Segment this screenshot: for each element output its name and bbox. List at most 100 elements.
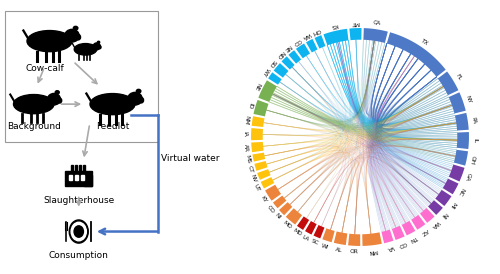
Text: IL: IL: [472, 138, 478, 143]
Text: MI: MI: [448, 200, 457, 209]
Text: MT: MT: [351, 20, 360, 25]
Text: Slaughterhouse: Slaughterhouse: [43, 196, 115, 205]
Polygon shape: [314, 225, 324, 238]
Polygon shape: [286, 208, 302, 225]
Text: NM: NM: [244, 115, 250, 125]
Text: MN: MN: [368, 248, 378, 254]
Text: CO: CO: [292, 37, 302, 46]
Text: WA: WA: [430, 219, 440, 229]
Polygon shape: [257, 169, 270, 180]
Polygon shape: [324, 29, 348, 45]
Ellipse shape: [14, 95, 54, 114]
Text: PA: PA: [470, 116, 476, 124]
Polygon shape: [443, 179, 458, 194]
Text: VA: VA: [386, 244, 394, 251]
Text: CO: CO: [266, 204, 276, 214]
Polygon shape: [251, 128, 263, 140]
Polygon shape: [254, 161, 268, 171]
Text: GA: GA: [464, 172, 471, 182]
Polygon shape: [258, 80, 277, 102]
Polygon shape: [314, 35, 326, 48]
Bar: [84, 164, 85, 170]
Text: NE: NE: [283, 43, 292, 53]
Text: Cow-calf: Cow-calf: [26, 64, 64, 73]
Text: IA: IA: [242, 131, 248, 137]
Ellipse shape: [65, 29, 79, 42]
Polygon shape: [288, 50, 301, 64]
Text: AZ: AZ: [420, 227, 430, 236]
Polygon shape: [306, 39, 318, 53]
Text: OH: OH: [469, 155, 476, 165]
Text: AL: AL: [334, 247, 342, 253]
Bar: [75, 175, 78, 180]
Polygon shape: [297, 216, 309, 230]
Text: NC: NC: [456, 187, 465, 197]
Polygon shape: [420, 208, 434, 223]
Polygon shape: [265, 185, 281, 201]
Ellipse shape: [48, 93, 60, 105]
Text: NI: NI: [274, 213, 281, 221]
Bar: [76, 164, 77, 170]
Ellipse shape: [128, 92, 142, 105]
Ellipse shape: [90, 93, 135, 115]
Text: ND: ND: [275, 50, 285, 59]
Ellipse shape: [74, 26, 78, 30]
Polygon shape: [428, 200, 443, 215]
Polygon shape: [273, 196, 286, 208]
Ellipse shape: [58, 98, 62, 103]
Polygon shape: [252, 153, 265, 162]
Text: SC: SC: [310, 239, 319, 246]
Text: WI: WI: [321, 243, 330, 250]
Polygon shape: [455, 113, 468, 130]
Polygon shape: [362, 232, 382, 246]
Polygon shape: [260, 177, 274, 189]
Ellipse shape: [76, 35, 80, 40]
Text: MO: MO: [282, 220, 292, 230]
Polygon shape: [268, 72, 281, 85]
Text: ID: ID: [246, 102, 253, 109]
Ellipse shape: [99, 46, 101, 49]
Bar: [81, 175, 84, 180]
Polygon shape: [334, 232, 347, 245]
Text: Virtual water: Virtual water: [161, 155, 220, 163]
Ellipse shape: [93, 43, 100, 50]
Text: OH: OH: [310, 27, 321, 35]
Polygon shape: [382, 230, 394, 243]
Polygon shape: [282, 56, 294, 70]
Ellipse shape: [27, 30, 72, 52]
Text: MS: MS: [244, 154, 250, 164]
Polygon shape: [436, 190, 452, 206]
Text: Consumption: Consumption: [49, 251, 108, 260]
Polygon shape: [392, 226, 404, 240]
Bar: [84, 175, 92, 186]
Text: TN: TN: [409, 234, 418, 242]
Text: CA: CA: [372, 20, 381, 27]
Text: WY: WY: [260, 67, 270, 77]
Text: Feedlot: Feedlot: [96, 122, 129, 131]
Polygon shape: [348, 234, 360, 246]
Text: FL: FL: [454, 73, 462, 82]
Polygon shape: [254, 100, 268, 116]
Polygon shape: [454, 150, 468, 165]
Text: SD: SD: [268, 58, 277, 68]
Circle shape: [71, 222, 86, 241]
Text: KY: KY: [259, 195, 268, 203]
Text: AR: AR: [243, 144, 248, 152]
Text: UT: UT: [253, 183, 261, 192]
Bar: [68, 175, 71, 180]
Ellipse shape: [55, 91, 60, 94]
Polygon shape: [456, 132, 469, 149]
Ellipse shape: [136, 89, 141, 93]
Polygon shape: [438, 72, 458, 95]
Text: CT: CT: [246, 165, 253, 173]
Polygon shape: [350, 28, 362, 40]
Polygon shape: [449, 164, 464, 181]
Polygon shape: [305, 221, 316, 235]
Polygon shape: [387, 32, 446, 77]
Ellipse shape: [74, 44, 97, 55]
Polygon shape: [322, 228, 334, 242]
Text: WA: WA: [301, 31, 312, 40]
Text: NY: NY: [465, 95, 472, 104]
Text: NV: NV: [249, 174, 257, 183]
Polygon shape: [411, 215, 426, 230]
